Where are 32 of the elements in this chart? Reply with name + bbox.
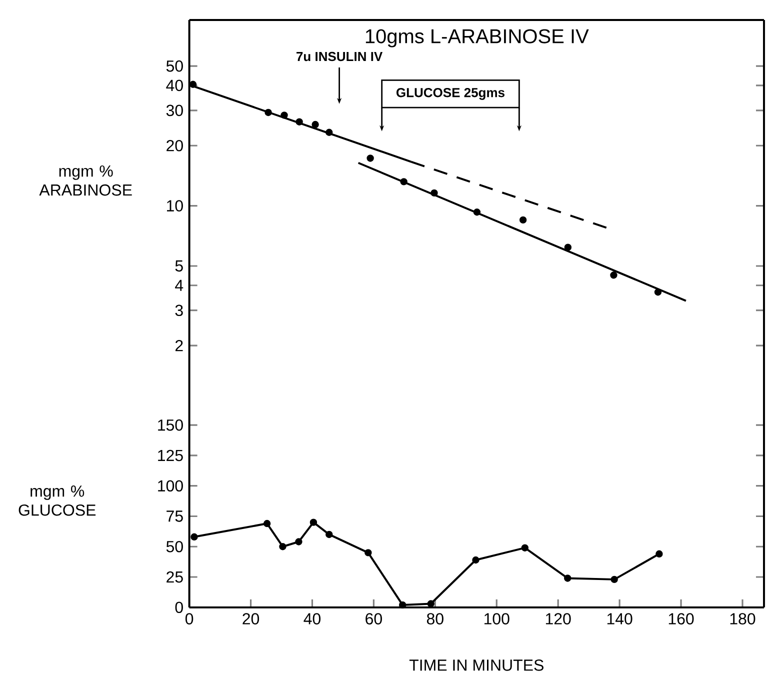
annotation: 7u INSULIN IV (296, 52, 383, 62)
y-axis-title: mgm % GLUCOSE (18, 486, 96, 516)
y-tick-label: 25 (166, 571, 183, 583)
y-tick-label: 50 (166, 60, 183, 72)
y-tick-label: 10 (166, 200, 183, 212)
x-tick-label: 120 (546, 613, 571, 624)
annotation: GLUCOSE 25gms (396, 88, 504, 100)
x-tick-label: 80 (426, 613, 444, 624)
y-axis-title: mgm % ARABINOSE (39, 165, 132, 196)
x-tick-label: 140 (607, 613, 632, 624)
y-tick-label: 4 (175, 280, 184, 291)
y-tick-label: 0 (175, 602, 183, 614)
y-tick-label: 40 (166, 80, 183, 92)
chart-title: 10gms L-ARABINOSE IV (366, 29, 589, 48)
x-tick-label: 60 (366, 613, 382, 624)
y-tick-label: 30 (166, 104, 183, 116)
x-tick-label: 160 (668, 613, 694, 624)
y-tick-label: 50 (166, 540, 183, 552)
y-tick-label: 5 (175, 260, 183, 272)
x-tick-label: 20 (242, 613, 260, 624)
x-tick-label: 0 (185, 613, 194, 624)
y-tick-label: 125 (158, 450, 183, 462)
x-axis-title: TIME IN MINUTES (409, 660, 544, 671)
y-tick-label: 150 (158, 419, 183, 431)
x-tick-label: 40 (304, 613, 321, 624)
y-tick-label: 100 (158, 480, 183, 492)
y-tick-label: 75 (166, 510, 183, 522)
y-tick-label: 3 (175, 304, 183, 316)
x-tick-label: 180 (730, 613, 756, 624)
y-tick-label: 20 (166, 140, 183, 152)
y-tick-label: 2 (175, 340, 183, 352)
x-tick-label: 100 (484, 613, 510, 624)
